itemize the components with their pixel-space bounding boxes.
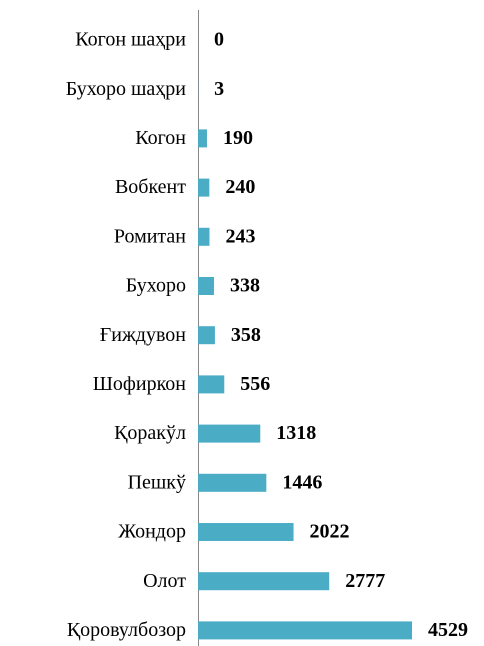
bar [198, 621, 412, 640]
category-label: Шофиркон [93, 373, 187, 395]
bar [198, 375, 225, 394]
category-label: Қоракўл [114, 422, 186, 444]
bar [198, 326, 215, 345]
value-label: 0 [214, 29, 224, 51]
category-label: Бухоро шаҳри [66, 78, 187, 100]
category-label: Когон [135, 127, 186, 149]
value-label: 358 [231, 324, 261, 346]
bar [198, 572, 330, 591]
category-label: Пешкў [128, 471, 186, 493]
bar [198, 129, 207, 148]
value-label: 2022 [310, 521, 350, 543]
value-label: 240 [225, 176, 255, 198]
category-label: Жондор [118, 521, 186, 543]
bar [198, 178, 210, 197]
bar [198, 473, 267, 492]
category-label: Вобкент [115, 176, 186, 198]
bar [198, 424, 261, 443]
value-label: 243 [225, 225, 255, 247]
value-label: 4529 [428, 619, 468, 641]
value-label: 556 [240, 373, 270, 395]
category-label: Олот [143, 570, 186, 592]
category-label: Бухоро [126, 275, 186, 297]
value-label: 338 [230, 275, 260, 297]
bar [198, 227, 210, 246]
category-label: Ромитан [114, 225, 186, 247]
value-label: 3 [214, 78, 224, 100]
bar [198, 277, 214, 295]
value-label: 2777 [345, 570, 385, 592]
bar [198, 523, 294, 541]
value-label: 190 [223, 127, 253, 149]
category-label: Когон шаҳри [75, 29, 186, 51]
value-label: 1446 [282, 471, 322, 493]
category-label: Ғиждувон [100, 324, 187, 346]
category-label: Қоровулбозор [67, 619, 186, 641]
value-label: 1318 [276, 422, 316, 444]
